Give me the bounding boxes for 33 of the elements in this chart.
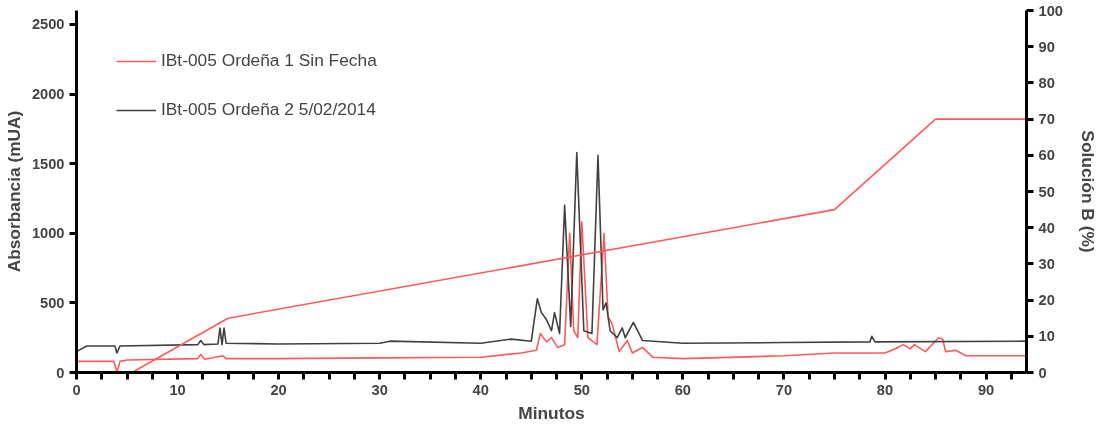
x-tick-label: 30	[371, 381, 388, 398]
y2-tick-label: 80	[1038, 74, 1055, 91]
x-tick-label: 10	[169, 381, 186, 398]
x-tick-label: 50	[573, 381, 590, 398]
x-axis-title: Minutos	[518, 402, 585, 423]
y2-tick-label: 60	[1038, 147, 1055, 164]
x-tick-label: 0	[72, 381, 81, 398]
y2-tick-label: 10	[1038, 328, 1055, 345]
x-tick-label: 70	[775, 381, 793, 398]
x-tick-label: 90	[977, 381, 995, 398]
y2-tick-label: 50	[1038, 183, 1055, 200]
x-tick-label: 80	[876, 381, 894, 398]
y-tick-label: 1000	[31, 225, 65, 242]
legend-label: IBt-005 Ordeña 2 5/02/2014	[161, 99, 376, 120]
y2-tick-label: 0	[1038, 364, 1047, 381]
y2-tick-label: 20	[1038, 292, 1055, 309]
x-tick-label: 60	[674, 381, 692, 398]
y2-tick-label: 40	[1038, 219, 1055, 236]
y2-tick-label: 100	[1038, 2, 1063, 19]
y-axis-title: Absorbancia (mUA)	[3, 110, 24, 273]
x-tick-label: 40	[472, 381, 489, 398]
y2-axis-title: Solución B (%)	[1077, 130, 1098, 253]
y-tick-label: 1500	[31, 155, 65, 172]
y-tick-label: 2000	[31, 86, 65, 103]
line-series	[76, 151, 1027, 354]
y-tick-label: 2500	[31, 16, 65, 33]
y2-tick-label: 70	[1038, 111, 1055, 128]
y2-tick-label: 90	[1038, 38, 1055, 55]
y2-tick-label: 30	[1038, 255, 1055, 272]
legend-label: IBt-005 Ordeña 1 Sin Fecha	[161, 50, 377, 71]
y-tick-label: 0	[56, 364, 65, 381]
x-tick-label: 20	[270, 381, 287, 398]
y-tick-label: 500	[40, 294, 65, 311]
